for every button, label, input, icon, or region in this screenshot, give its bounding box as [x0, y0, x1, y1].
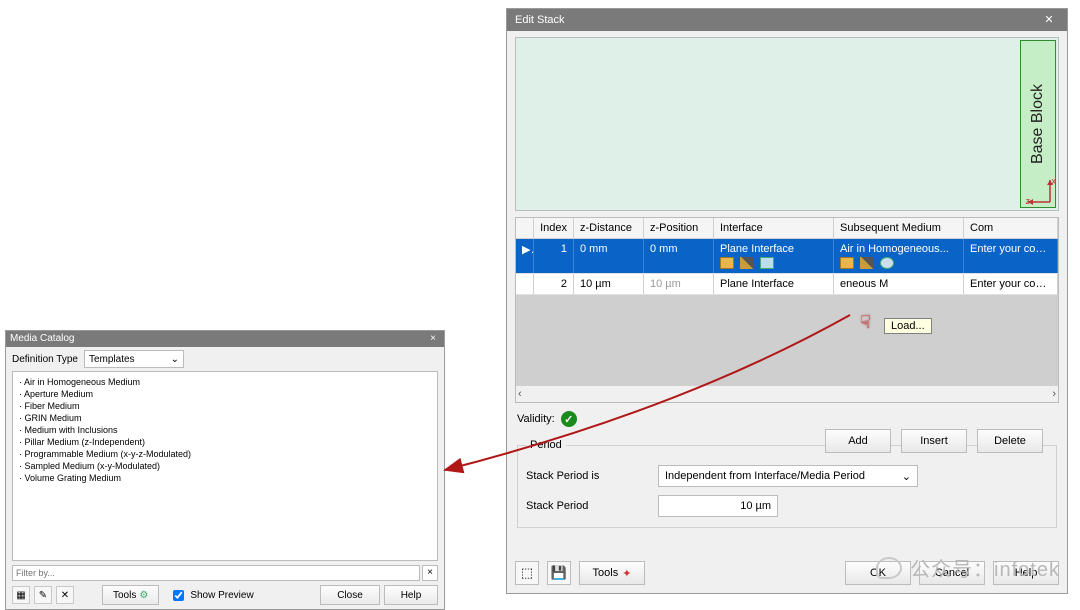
media-catalog-window: Media Catalog × Definition Type Template…	[5, 330, 445, 610]
clear-filter-icon[interactable]: ×	[422, 565, 438, 581]
column-header[interactable]: z-Position	[644, 218, 714, 238]
tree-item[interactable]: · Fiber Medium	[19, 400, 431, 412]
toolbar-btn-1[interactable]: ▦	[12, 586, 30, 604]
pencil-icon[interactable]	[740, 257, 754, 269]
close-button[interactable]: Close	[320, 585, 380, 605]
edit-stack-titlebar[interactable]: Edit Stack ✕	[507, 9, 1067, 31]
stack-period-is-label: Stack Period is	[526, 470, 646, 482]
tools-icon: ⚙	[139, 590, 148, 601]
close-icon[interactable]: ✕	[1039, 9, 1059, 31]
magnifier-icon[interactable]	[880, 257, 894, 269]
help-button[interactable]: Help	[384, 585, 438, 605]
tree-item[interactable]: · Sampled Medium (x-y-Modulated)	[19, 460, 431, 472]
tools-button[interactable]: Tools ⚙	[102, 585, 159, 605]
edit-stack-title: Edit Stack	[515, 9, 565, 31]
view3d-icon[interactable]: ⬚	[515, 561, 539, 585]
validity-ok-icon: ✓	[561, 411, 577, 427]
stack-period-label: Stack Period	[526, 500, 646, 512]
add-button[interactable]: Add	[825, 429, 891, 453]
horizontal-scrollbar[interactable]: ‹›	[516, 385, 1058, 402]
tree-item[interactable]: · Volume Grating Medium	[19, 472, 431, 484]
column-header[interactable]: Subsequent Medium	[834, 218, 964, 238]
edit-stack-window: Edit Stack ✕ Base Block z x Indexz-Dista…	[506, 8, 1068, 594]
tools-icon: ✦	[622, 567, 631, 580]
tools-button[interactable]: Tools ✦	[579, 561, 645, 585]
tree-item[interactable]: · Medium with Inclusions	[19, 424, 431, 436]
media-catalog-title: Media Catalog	[10, 331, 74, 347]
folder-icon[interactable]	[840, 257, 854, 269]
tree-item[interactable]: · GRIN Medium	[19, 412, 431, 424]
table-row[interactable]: 210 µm10 µmPlane Interfaceeneous MEnter …	[516, 274, 1058, 295]
column-header[interactable]: Com	[964, 218, 1058, 238]
column-header[interactable]: z-Distance	[574, 218, 644, 238]
period-legend: Period	[526, 439, 566, 451]
toolbar-btn-3[interactable]: ✕	[56, 586, 74, 604]
cube-icon[interactable]	[760, 257, 774, 269]
folder-icon[interactable]	[720, 257, 734, 269]
column-header[interactable]: Interface	[714, 218, 834, 238]
stack-period-is-select[interactable]: Independent from Interface/Media Period …	[658, 465, 918, 487]
stack-period-input[interactable]	[658, 495, 778, 517]
tree-item[interactable]: · Programmable Medium (x-y-z-Modulated)	[19, 448, 431, 460]
filter-input[interactable]	[12, 565, 420, 581]
cursor-icon: ☟	[860, 312, 871, 333]
stack-grid[interactable]: Indexz-Distancez-PositionInterfaceSubseq…	[515, 217, 1059, 403]
validity-label: Validity:	[517, 413, 555, 425]
stack-preview: Base Block z x	[515, 37, 1059, 211]
grid-empty-area	[516, 295, 1058, 385]
definition-type-select[interactable]: Templates ⌄	[84, 350, 184, 368]
definition-type-value: Templates	[89, 354, 135, 365]
table-row[interactable]: ▶10 mm0 mmPlane InterfaceAir in Homogene…	[516, 239, 1058, 274]
close-icon[interactable]: ×	[426, 331, 440, 347]
tree-item[interactable]: · Air in Homogeneous Medium	[19, 376, 431, 388]
definition-type-label: Definition Type	[12, 354, 78, 365]
chevron-down-icon: ⌄	[902, 470, 911, 483]
save-icon[interactable]: 💾	[547, 561, 571, 585]
delete-button[interactable]: Delete	[977, 429, 1043, 453]
media-catalog-titlebar[interactable]: Media Catalog ×	[6, 331, 444, 347]
chevron-down-icon: ⌄	[171, 354, 179, 365]
column-header[interactable]: Index	[534, 218, 574, 238]
wechat-icon	[876, 557, 902, 579]
insert-button[interactable]: Insert	[901, 429, 967, 453]
pencil-icon[interactable]	[860, 257, 874, 269]
load-tooltip: Load...	[884, 318, 932, 334]
show-preview-checkbox[interactable]: Show Preview	[169, 587, 253, 604]
toolbar-btn-2[interactable]: ✎	[34, 586, 52, 604]
tree-item[interactable]: · Pillar Medium (z-Independent)	[19, 436, 431, 448]
tree-item[interactable]: · Aperture Medium	[19, 388, 431, 400]
media-catalog-tree[interactable]: · Air in Homogeneous Medium· Aperture Me…	[12, 371, 438, 561]
watermark: 公众号：infotek	[876, 553, 1060, 582]
column-header[interactable]	[516, 218, 534, 238]
